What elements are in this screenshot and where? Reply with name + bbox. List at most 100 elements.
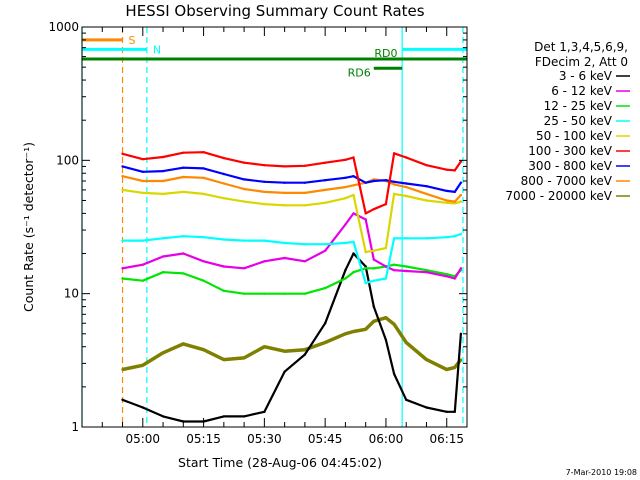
data-point (392, 237, 396, 240)
data-point (263, 190, 266, 194)
x-tick-label: 06:00 (369, 432, 404, 446)
data-point (161, 155, 165, 159)
data-point (445, 236, 448, 239)
data-point (425, 406, 428, 409)
data-point (384, 316, 388, 319)
data-point (445, 410, 448, 413)
x-tick-label: 06:15 (429, 432, 464, 446)
data-point (384, 202, 388, 206)
flag-label-S: S (129, 34, 136, 47)
y-axis: 1 10 100 1000 (48, 20, 467, 434)
data-point (182, 175, 185, 179)
data-point (222, 358, 225, 361)
data-point (344, 332, 347, 335)
data-point (324, 322, 327, 325)
data-point (425, 164, 428, 167)
data-point (161, 351, 165, 354)
data-point (202, 236, 205, 239)
data-point (372, 267, 375, 270)
data-point (425, 237, 428, 240)
data-point (445, 368, 448, 371)
data-point (141, 279, 144, 282)
data-point (202, 176, 205, 179)
data-point (459, 181, 463, 184)
data-point (303, 348, 307, 351)
data-point (283, 204, 286, 207)
data-point (242, 239, 246, 242)
data-point (182, 235, 185, 238)
data-point (364, 212, 367, 215)
legend-entry-label: 800 - 7000 keV (521, 174, 613, 188)
data-point (372, 249, 375, 252)
data-point (263, 239, 266, 242)
x-axis: 05:00 05:15 05:30 05:45 06:00 06:15 (81, 27, 468, 446)
data-point (263, 180, 266, 183)
data-point (161, 415, 165, 418)
legend-entry-label: 3 - 6 keV (559, 69, 613, 83)
data-point (121, 277, 124, 280)
data-point (364, 218, 367, 221)
data-point (202, 151, 205, 154)
data-point (453, 169, 456, 172)
legend-entry-label: 12 - 25 keV (544, 99, 613, 113)
data-point (263, 164, 266, 167)
data-point (303, 164, 307, 167)
data-point (405, 156, 408, 159)
data-point (182, 342, 185, 346)
data-point (459, 232, 463, 236)
x-axis-label: Start Time (28-Aug-06 04:45:02) (178, 455, 382, 470)
data-point (344, 223, 347, 226)
data-point (425, 185, 428, 188)
data-point (425, 199, 428, 202)
data-point (392, 263, 396, 266)
data-point (352, 175, 355, 178)
data-point (324, 201, 327, 204)
data-point (453, 200, 456, 203)
data-point (344, 158, 347, 161)
data-point (283, 191, 286, 195)
data-point (222, 182, 225, 185)
x-tick-label: 05:45 (308, 432, 343, 446)
data-point (303, 191, 307, 195)
data-point (352, 184, 355, 187)
data-point (303, 353, 307, 356)
data-point (121, 175, 124, 178)
series-line-12-25keV (122, 263, 462, 295)
data-point (459, 267, 463, 270)
data-point (405, 269, 408, 273)
data-point (283, 256, 286, 260)
data-point (202, 192, 205, 196)
data-point (222, 197, 225, 200)
data-point (352, 252, 355, 255)
data-point (372, 305, 375, 308)
data-point (141, 179, 144, 183)
data-point (121, 239, 124, 242)
data-point (182, 190, 185, 194)
data-point (352, 193, 355, 197)
data-point (352, 330, 355, 333)
legend-entry-label: 6 - 12 keV (551, 84, 613, 98)
data-point (283, 292, 286, 295)
data-point (182, 252, 185, 255)
data-point (324, 249, 327, 252)
data-point (405, 185, 408, 189)
data-point (364, 265, 367, 268)
flag-label-RD6: RD6 (348, 66, 371, 79)
data-point (161, 271, 165, 274)
data-point (459, 193, 463, 197)
plot-frame (81, 26, 468, 428)
data-point (459, 160, 463, 163)
data-point (364, 267, 367, 270)
data-point (453, 235, 456, 238)
data-point (364, 328, 367, 331)
data-point (161, 169, 165, 173)
data-point (392, 152, 396, 155)
data-point (283, 165, 286, 168)
data-point (222, 289, 225, 292)
data-point (344, 185, 347, 189)
data-point (324, 161, 327, 164)
data-point (364, 250, 367, 254)
legend-header-line: Det 1,3,4,5,6,9, (534, 40, 628, 54)
